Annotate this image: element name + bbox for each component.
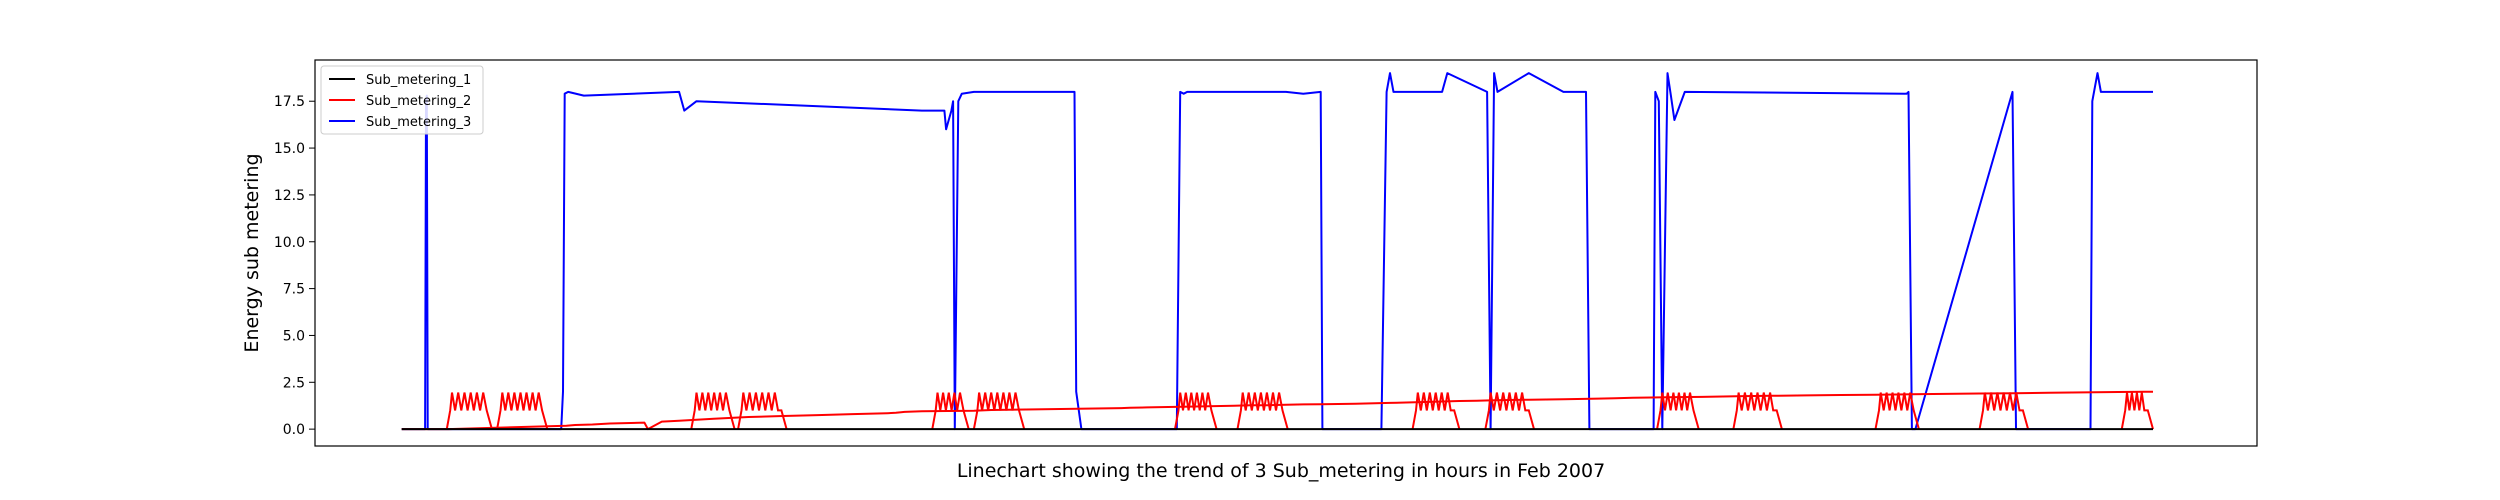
legend-frame (320, 65, 484, 135)
series-sub-metering-2-burst (1732, 392, 1783, 430)
series-sub-metering-2-burst (1411, 392, 1461, 430)
series-line-sub-metering-2 (401, 390, 2154, 431)
legend: Sub_metering_1 Sub_metering_2 Sub_metering… (320, 65, 484, 135)
y-axis-label: Energy sub metering (241, 153, 263, 352)
series-sub-metering-2-burst (1174, 392, 1218, 430)
series-sub-metering-2-burst (931, 392, 970, 430)
series-sub-metering-2-burst (496, 392, 549, 430)
y-tick-label: 12.5 (274, 188, 305, 204)
series-lines (401, 72, 2154, 431)
series-sub-metering-2-burst (445, 392, 493, 430)
plot-area-frame (314, 59, 2258, 447)
series-sub-metering-2-burst (1656, 392, 1700, 430)
y-tick-label: 10.0 (274, 235, 305, 251)
series-sub-metering-2-burst (2120, 392, 2154, 430)
series-sub-metering-2-burst (972, 392, 1026, 430)
series-sub-metering-2-burst (1236, 392, 1289, 430)
y-tick-label: 0.0 (283, 422, 305, 438)
y-tick-label: 17.5 (274, 94, 305, 110)
legend-entry-label: Sub_metering_3 (366, 115, 471, 130)
series-sub-metering-2-burst (737, 392, 788, 430)
y-tick-label: 7.5 (283, 282, 305, 298)
series-sub-metering-2-burst (1978, 392, 2030, 430)
legend-entry-label: Sub_metering_2 (366, 94, 471, 109)
y-tick-label: 2.5 (283, 375, 305, 391)
x-axis-label: Linechart showing the trend of 3 Sub_met… (957, 460, 1605, 482)
y-tick-label: 5.0 (283, 328, 305, 344)
legend-entry-label: Sub_metering_1 (366, 73, 471, 88)
y-tick-label: 15.0 (274, 141, 305, 157)
series-line-sub-metering-3 (401, 72, 2153, 431)
series-sub-metering-2-burst (690, 392, 736, 430)
y-axis: 0.0 2.5 5.0 7.5 10.0 12.5 15.0 17.5 (274, 94, 315, 438)
series-sub-metering-2-burst (1484, 392, 1535, 430)
series-sub-metering-2-burst (1874, 392, 1920, 430)
